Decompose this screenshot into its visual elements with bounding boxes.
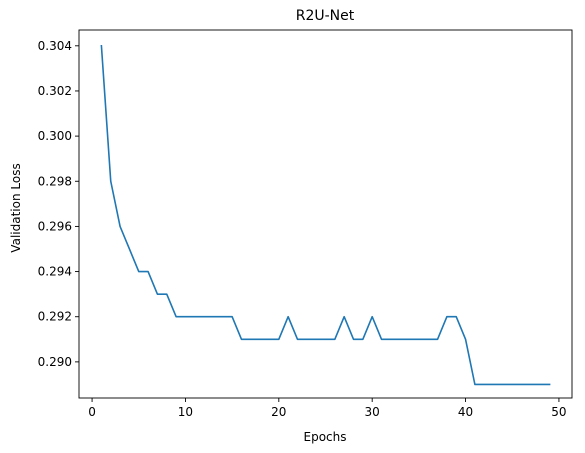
x-tick-label: 30 bbox=[365, 405, 380, 419]
plot-area: 0 10 20 30 40 50 0.290 0.292 0.294 0.296 0.298 0.30… bbox=[38, 29, 573, 419]
x-tick-label: 10 bbox=[178, 405, 193, 419]
x-tick-label: 40 bbox=[458, 405, 473, 419]
chart-title: R2U-Net bbox=[296, 8, 355, 24]
axes-frame bbox=[78, 29, 573, 399]
x-tick-label: 0 bbox=[88, 405, 96, 419]
y-tick-label: 0.298 bbox=[38, 174, 72, 188]
y-tick-label: 0.296 bbox=[38, 219, 72, 233]
y-tick-label: 0.294 bbox=[38, 265, 72, 279]
x-tick-label: 50 bbox=[551, 405, 566, 419]
series-line bbox=[100, 44, 551, 386]
y-tick-label: 0.304 bbox=[38, 39, 72, 53]
y-tick-label: 0.292 bbox=[38, 310, 72, 324]
y-tick-label: 0.290 bbox=[38, 355, 72, 369]
x-axis-label: Epochs bbox=[304, 430, 347, 444]
x-tick-label: 20 bbox=[271, 405, 286, 419]
y-tick-label: 0.300 bbox=[38, 129, 72, 143]
y-axis-label: Validation Loss bbox=[9, 163, 23, 252]
y-tick-label: 0.302 bbox=[38, 84, 72, 98]
